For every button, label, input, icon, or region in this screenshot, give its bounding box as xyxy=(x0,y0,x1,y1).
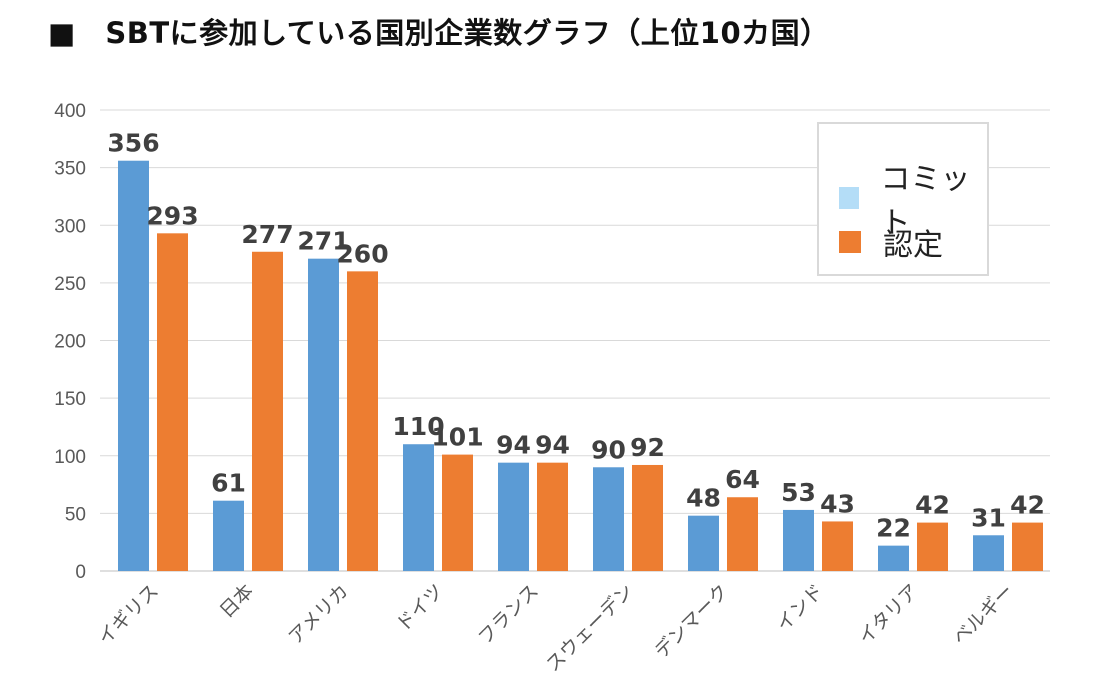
bar-certified xyxy=(917,522,948,571)
data-label: 94 xyxy=(496,431,531,460)
legend-item-certified: 認定 xyxy=(839,220,943,264)
data-label: 293 xyxy=(146,201,198,230)
x-tick-label: イギリス xyxy=(94,580,163,649)
bar-certified xyxy=(727,497,758,571)
y-tick-label: 150 xyxy=(54,389,86,410)
x-tick-label: イタリア xyxy=(854,580,923,649)
data-label: 277 xyxy=(241,220,293,249)
bar-commit xyxy=(878,545,909,571)
y-tick-label: 50 xyxy=(65,504,86,525)
data-label: 110 xyxy=(392,412,444,441)
bar-commit xyxy=(498,462,529,571)
bar-commit xyxy=(403,444,434,571)
y-tick-label: 400 xyxy=(54,101,86,122)
data-label: 61 xyxy=(211,469,246,498)
x-tick-label: 日本 xyxy=(216,580,258,622)
bar-commit xyxy=(213,500,244,571)
bar-certified xyxy=(822,521,853,571)
bar-certified xyxy=(537,462,568,571)
data-label: 356 xyxy=(107,129,159,158)
x-tick-label: ベルギー xyxy=(949,580,1018,649)
legend-swatch-certified xyxy=(839,231,861,253)
bar-certified xyxy=(632,464,663,571)
data-label: 92 xyxy=(630,433,665,462)
y-tick-label: 300 xyxy=(54,216,86,237)
bar-commit xyxy=(118,160,149,571)
data-label: 42 xyxy=(915,491,950,520)
data-label: 94 xyxy=(535,431,570,460)
bar-certified xyxy=(1012,522,1043,571)
x-tick-label: ドイツ xyxy=(392,580,448,636)
legend: コミット 認定 xyxy=(817,122,989,276)
bar-certified xyxy=(252,251,283,571)
data-label: 42 xyxy=(1010,491,1045,520)
data-label: 64 xyxy=(725,465,760,494)
bar-commit xyxy=(308,258,339,571)
data-label: 260 xyxy=(336,239,388,268)
legend-label-commit: コミット xyxy=(880,162,971,241)
data-label: 53 xyxy=(781,478,816,507)
data-label: 101 xyxy=(431,423,483,452)
bar-commit xyxy=(688,515,719,571)
x-tick-label: インド xyxy=(772,580,828,636)
bar-certified xyxy=(442,454,473,571)
bar-certified xyxy=(157,233,188,571)
y-tick-label: 200 xyxy=(54,332,86,353)
legend-swatch-commit xyxy=(839,187,859,209)
y-tick-label: 100 xyxy=(54,447,86,468)
x-tick-label: アメリカ xyxy=(284,580,353,649)
legend-label-certified: 認定 xyxy=(883,228,943,263)
data-label: 43 xyxy=(820,489,855,518)
y-tick-label: 350 xyxy=(54,159,86,180)
data-label: 22 xyxy=(876,514,911,543)
y-tick-label: 0 xyxy=(75,562,86,583)
data-label: 271 xyxy=(297,227,349,256)
data-label: 48 xyxy=(686,484,721,513)
bar-commit xyxy=(973,535,1004,571)
legend-item-commit: コミット xyxy=(839,154,987,242)
x-tick-label: スウェーデン xyxy=(542,580,638,676)
x-tick-label: デンマーク xyxy=(650,580,733,663)
page-title: ■ SBTに参加している国別企業数グラフ（上位10カ国） xyxy=(48,16,830,50)
data-label: 90 xyxy=(591,435,626,464)
bar-commit xyxy=(593,467,624,571)
data-label: 31 xyxy=(971,503,1006,532)
x-tick-label: フランス xyxy=(474,580,543,649)
bar-commit xyxy=(783,509,814,571)
y-tick-label: 250 xyxy=(54,274,86,295)
bar-certified xyxy=(347,271,378,571)
